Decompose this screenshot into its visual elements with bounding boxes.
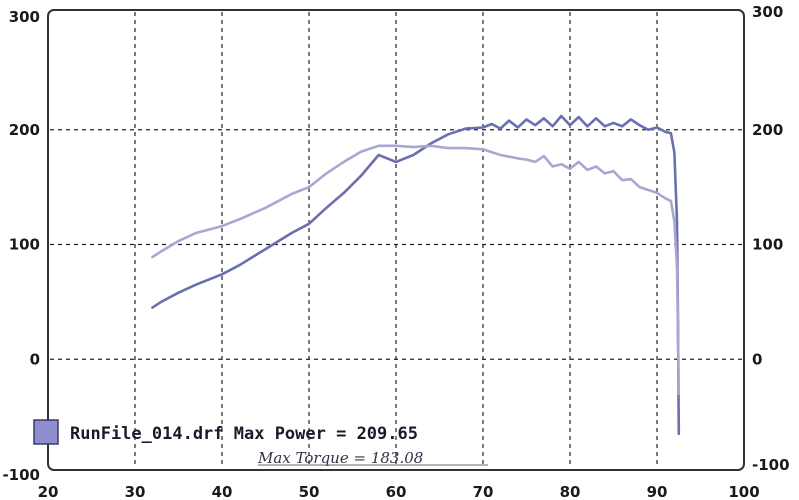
y-tick-label: 0	[30, 350, 40, 368]
y2-tick-label: 0	[752, 350, 762, 368]
x-tick-label: 70	[473, 483, 494, 500]
legend-swatch	[33, 419, 59, 445]
y2-tick-label: -100	[752, 456, 790, 474]
y-tick-label: 300	[9, 8, 40, 26]
y-axis-left-ticks: -100 0 100 200 300	[2, 8, 40, 484]
x-tick-label: 30	[125, 483, 146, 500]
series-line-power	[151, 114, 681, 436]
y2-tick-label: 100	[752, 236, 783, 254]
grid	[50, 12, 742, 468]
x-tick-label: 40	[212, 483, 233, 500]
x-axis-ticks: 20 30 40 50 60 70 80 90 100	[38, 483, 760, 500]
x-tick-label: 60	[386, 483, 407, 500]
y2-tick-label: 300	[752, 3, 783, 21]
y-tick-label: -100	[2, 466, 40, 484]
series-group	[151, 114, 681, 436]
y-tick-label: 200	[9, 121, 40, 139]
x-tick-label: 20	[38, 483, 59, 500]
x-tick-label: 80	[560, 483, 581, 500]
x-tick-label: 100	[728, 483, 759, 500]
series-line-torque	[151, 144, 681, 396]
y-axis-right-ticks: -100 0 100 200 300	[752, 3, 790, 474]
legend-label: RunFile_014.drf Max Power = 209.65	[70, 424, 418, 444]
max-torque-annotation: Max Torque = 183.08	[257, 449, 423, 467]
x-tick-label: 50	[299, 483, 320, 500]
y-tick-label: 100	[9, 236, 40, 254]
y2-tick-label: 200	[752, 121, 783, 139]
x-tick-label: 90	[647, 483, 668, 500]
